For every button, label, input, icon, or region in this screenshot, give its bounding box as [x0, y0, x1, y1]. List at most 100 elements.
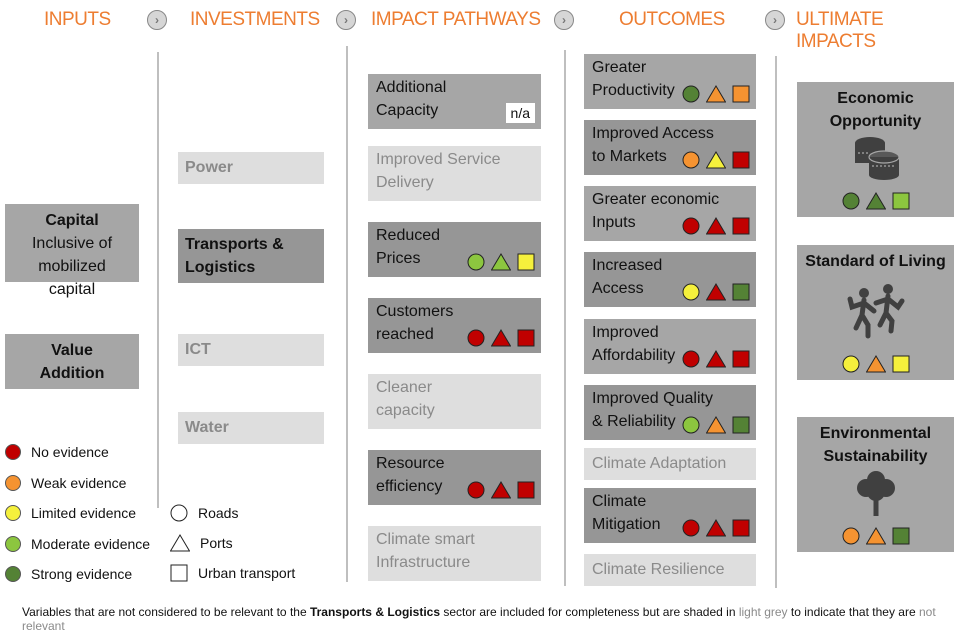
outcome-box: Greater economic Inputs	[584, 186, 756, 241]
people-dancing-icon	[805, 283, 946, 339]
circle-evidence-icon	[467, 253, 485, 271]
outcome-box: Improved Affordability	[584, 319, 756, 374]
pathway-label: reached	[376, 326, 434, 343]
evidence-dot-icon	[5, 505, 21, 521]
square-evidence-icon	[892, 527, 909, 545]
outcome-label: Improved Access	[592, 125, 714, 142]
ultimate-impact-box: Environmental Sustainability	[797, 417, 954, 552]
evidence-markers	[682, 151, 750, 169]
legend-item-shape: Ports	[170, 534, 233, 552]
square-evidence-icon	[732, 151, 750, 169]
pathway-label: Prices	[376, 250, 421, 267]
tree-icon	[805, 470, 946, 516]
footnote-text: to indicate that they are	[787, 605, 919, 619]
outcome-label: Climate Adaptation	[592, 455, 727, 472]
pathway-box: Reduced Prices	[368, 222, 541, 277]
triangle-evidence-icon	[865, 355, 886, 373]
investment-ict: ICT	[178, 334, 324, 366]
input-subtitle: Inclusive of mobilized capital	[31, 235, 113, 298]
circle-evidence-icon	[682, 350, 700, 368]
pathway-label: Delivery	[376, 174, 434, 191]
square-evidence-icon	[732, 519, 750, 537]
legend-label: Strong evidence	[31, 566, 133, 582]
legend-label: No evidence	[31, 444, 109, 460]
triangle-evidence-icon	[706, 283, 726, 301]
pathway-box: Customers reached	[368, 298, 541, 353]
evidence-dot-icon	[5, 535, 21, 552]
pathway-label: Climate smart	[376, 531, 475, 548]
circle-evidence-icon	[467, 481, 485, 499]
triangle-evidence-icon	[491, 481, 511, 499]
ultimate-label: Economic	[837, 90, 914, 107]
pathway-label: Improved Service	[376, 151, 501, 168]
pathway-label: Resource	[376, 455, 445, 472]
footnote-bold: Transports & Logistics	[309, 605, 440, 619]
outcome-label: Greater	[592, 59, 647, 76]
circle-evidence-icon	[682, 519, 700, 537]
ultimate-label: Sustainability	[823, 448, 928, 465]
evidence-markers	[467, 481, 535, 499]
square-evidence-icon	[732, 217, 750, 235]
outcome-box: Climate Mitigation	[584, 488, 756, 543]
triangle-evidence-icon	[706, 85, 726, 103]
legend-label: Weak evidence	[31, 474, 127, 491]
footnote-not-relevant: not relevant	[22, 605, 936, 633]
legend-label: Moderate evidence	[31, 535, 151, 552]
legend-label: Ports	[200, 535, 233, 551]
outcome-box: Climate Resilience	[584, 554, 756, 586]
footnote-grey: light grey	[738, 605, 788, 619]
evidence-markers	[682, 283, 750, 301]
divider	[157, 52, 159, 508]
circle-evidence-icon	[842, 527, 859, 545]
outcome-box: Greater Productivity	[584, 54, 756, 109]
outcome-box: Climate Adaptation	[584, 448, 756, 480]
evidence-markers	[797, 527, 954, 545]
outcome-label: Inputs	[592, 214, 636, 231]
triangle-evidence-icon	[706, 217, 726, 235]
circle-evidence-icon	[842, 355, 859, 373]
footnote-text: Variables that are not considered to be …	[22, 605, 310, 619]
pathway-label: Capacity	[376, 102, 439, 119]
circle-evidence-icon	[467, 329, 485, 347]
triangle-evidence-icon	[706, 350, 726, 368]
evidence-markers	[467, 253, 535, 271]
header-investments: INVESTMENTS	[190, 9, 320, 30]
ultimate-impact-box: Standard of Living	[797, 245, 954, 380]
footnote: Variables that are not considered to be …	[22, 605, 960, 633]
legend-label: Limited evidence	[31, 505, 137, 521]
input-title: Capital	[45, 212, 99, 229]
pathway-label: Additional	[376, 79, 447, 96]
coins-icon	[805, 135, 946, 181]
evidence-dot-icon	[5, 444, 21, 460]
evidence-markers	[682, 350, 750, 368]
header-ultimate-impacts: ULTIMATE IMPACTS	[796, 9, 884, 52]
triangle-evidence-icon	[706, 416, 726, 434]
outcome-box: Improved Quality & Reliability	[584, 385, 756, 440]
outcome-label: to Markets	[592, 148, 667, 165]
outcome-label: & Reliability	[592, 413, 676, 430]
footnote-text: sector are included for completeness but…	[440, 605, 739, 619]
evidence-markers	[682, 519, 750, 537]
outcome-box: Increased Access	[584, 252, 756, 307]
square-evidence-icon	[732, 350, 750, 368]
pathway-box: Improved Service Delivery	[368, 146, 541, 201]
legend-item-evidence: Weak evidence	[5, 474, 127, 491]
outcome-label: Productivity	[592, 82, 675, 99]
triangle-evidence-icon	[706, 519, 726, 537]
pathway-box: Resource efficiency	[368, 450, 541, 505]
ultimate-impact-box: Economic Opportunity	[797, 82, 954, 217]
outcome-label: Climate Resilience	[592, 561, 725, 578]
square-evidence-icon	[732, 85, 750, 103]
circle-evidence-icon	[682, 217, 700, 235]
square-evidence-icon	[892, 192, 909, 210]
circle-evidence-icon	[842, 192, 859, 210]
divider	[564, 50, 566, 586]
square-evidence-icon	[517, 253, 535, 271]
ultimate-label: Opportunity	[829, 113, 922, 130]
ultimate-label: Environmental	[819, 425, 932, 442]
ultimate-label: Standard of Living	[805, 253, 946, 270]
legend-item-evidence: No evidence	[5, 444, 109, 460]
legend-item-evidence: Moderate evidence	[5, 535, 151, 552]
investment-transports-logistics: Transports & Logistics	[178, 229, 324, 283]
legend-item-shape: Urban transport	[170, 564, 295, 582]
